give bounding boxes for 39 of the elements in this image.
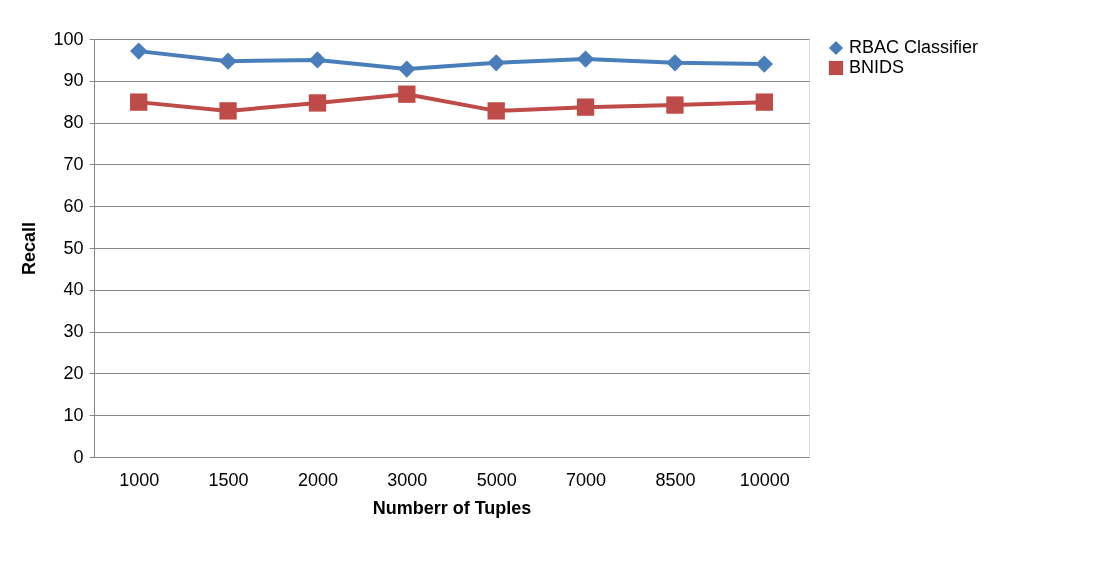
point	[219, 52, 237, 70]
y-tick-label: 100	[53, 28, 84, 49]
y-tick-label: 50	[63, 237, 84, 258]
y-tick-label: 90	[63, 70, 84, 91]
x-tick-label: 1500	[208, 469, 249, 490]
y-tick-label: 70	[63, 153, 84, 174]
x-tick-label: 5000	[476, 469, 517, 490]
y-tick-label: 30	[63, 321, 84, 342]
y-tick-label: 10	[63, 404, 84, 425]
x-tick-label: 10000	[739, 469, 790, 490]
x-axis-title: Numberr of Tuples	[372, 497, 532, 518]
point	[666, 54, 684, 72]
point	[487, 102, 505, 120]
point	[487, 54, 505, 72]
point	[755, 55, 773, 73]
x-tick-label: 2000	[297, 469, 338, 490]
point	[576, 98, 595, 116]
x-tick-label: 1000	[119, 469, 160, 490]
y-tick-label: 80	[63, 112, 84, 133]
point	[308, 51, 327, 69]
point	[219, 102, 237, 120]
y-tick-label: 20	[63, 362, 84, 383]
y-tick-label: 0	[73, 446, 84, 467]
legend-label: RBAC Classifier	[849, 37, 979, 57]
point	[308, 94, 327, 112]
x-tick-label: 7000	[566, 469, 607, 490]
point	[576, 50, 595, 68]
x-tick-label: 8500	[655, 469, 696, 490]
legend-label: BNIDS	[849, 57, 905, 77]
y-tick-label: 60	[63, 195, 84, 216]
point	[130, 93, 148, 111]
point	[398, 85, 416, 103]
point	[130, 42, 148, 60]
point	[666, 96, 684, 114]
y-tick-label: 40	[63, 279, 84, 300]
x-tick-label: 3000	[387, 469, 428, 490]
point	[398, 60, 416, 78]
point	[755, 93, 773, 111]
y-axis-title: Recall	[19, 221, 40, 276]
